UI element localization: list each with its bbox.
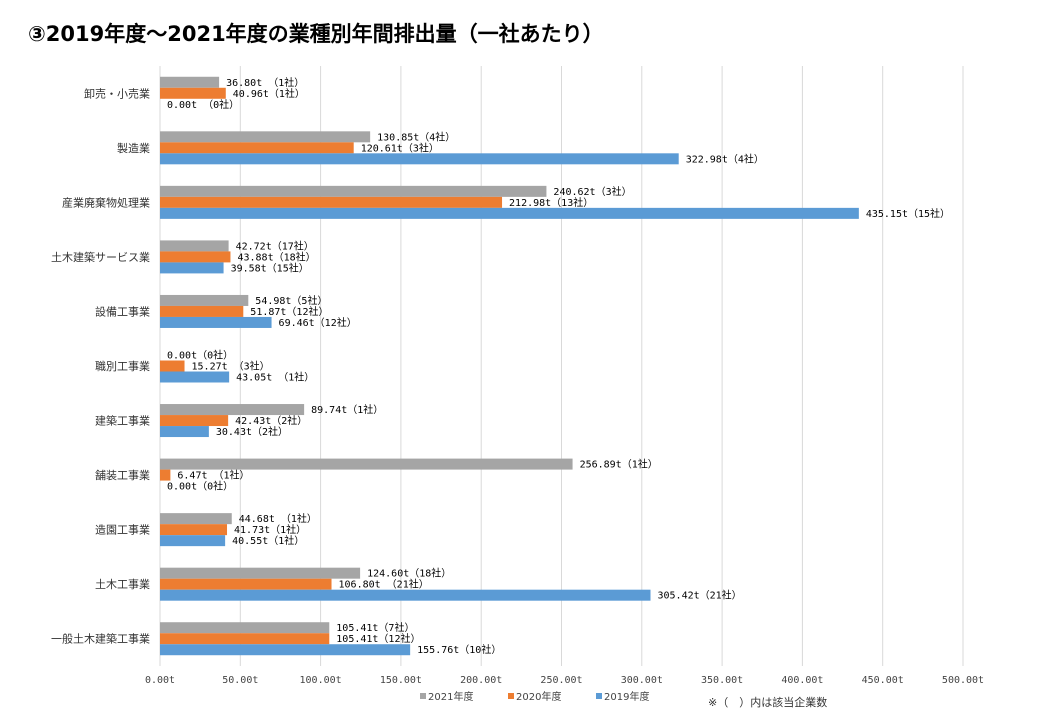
x-tick-label: 450.00t (862, 675, 904, 686)
data-label: 0.00t （0社） (167, 98, 239, 111)
data-label: 89.74t（1社） (311, 403, 383, 416)
data-label: 15.27t （3社） (192, 360, 270, 373)
bar (160, 262, 224, 274)
data-label: 43.05t （1社） (236, 371, 314, 384)
x-tick-label: 100.00t (300, 675, 342, 686)
bar (160, 207, 859, 219)
data-label: 43.88t（18社） (237, 250, 315, 263)
bar (160, 524, 228, 536)
data-label: 124.60t（18社） (367, 567, 451, 580)
x-tick-label: 0.00t (145, 675, 175, 686)
data-label: 322.98t（4社） (686, 152, 764, 165)
data-label: 6.47t （1社） (177, 469, 249, 482)
legend-label: 2019年度 (604, 690, 649, 703)
bar (160, 305, 244, 317)
data-label: 40.55t（1社） (232, 534, 304, 547)
data-label: 256.89t（1社） (580, 458, 658, 471)
legend-swatch (420, 693, 426, 699)
category-label: 建築工事業 (95, 414, 150, 428)
category-label: 設備工事業 (95, 304, 150, 318)
bar (160, 240, 229, 252)
bar (160, 644, 411, 656)
bar (160, 360, 185, 372)
data-label: 42.43t（2社） (235, 414, 307, 427)
category-label: 舗装工事業 (95, 468, 150, 482)
data-label: 30.43t（2社） (216, 425, 288, 438)
bar (160, 622, 330, 634)
category-label: 卸売・小売業 (84, 86, 150, 100)
x-tick-label: 300.00t (621, 675, 663, 686)
data-label: 39.58t（15社） (231, 261, 309, 274)
data-label: 44.68t （1社） (239, 512, 317, 525)
data-label: 435.15t（15社） (866, 207, 950, 220)
bar (160, 153, 679, 165)
category-label: 職別工事業 (95, 360, 150, 373)
category-label: 土木工事業 (95, 578, 150, 591)
bar (160, 76, 220, 88)
data-label: 212.98t（13社） (509, 196, 593, 209)
bar (160, 316, 272, 328)
x-tick-label: 400.00t (781, 675, 823, 686)
x-tick-label: 200.00t (460, 675, 502, 686)
data-label: 120.61t（3社） (361, 141, 439, 154)
data-label: 105.41t（7社） (336, 621, 414, 634)
category-label: 産業廃棄物処理業 (62, 195, 150, 209)
bar (160, 415, 229, 427)
data-label: 130.85t（4社） (377, 130, 455, 143)
data-label: 0.00t（0社） (167, 349, 233, 362)
data-label: 106.80t （21社） (339, 578, 429, 591)
bar (160, 469, 171, 481)
bar (160, 196, 503, 208)
company-count-note: ※（ ）内は該当企業数 (708, 696, 828, 709)
x-tick-label: 350.00t (701, 675, 743, 686)
legend-label: 2021年度 (428, 690, 473, 703)
category-label: 造園工事業 (95, 523, 150, 537)
legend-swatch (596, 693, 602, 699)
bar (160, 535, 226, 547)
data-label: 42.72t（17社） (236, 239, 314, 252)
data-label: 40.96t（1社） (233, 87, 305, 100)
bar (160, 404, 305, 416)
data-label: 51.87t（12社） (250, 305, 328, 318)
bar (160, 251, 231, 263)
bar (160, 589, 651, 601)
data-label: 105.41t（12社） (336, 632, 420, 645)
category-label: 製造業 (117, 141, 150, 155)
data-label: 155.76t（10社） (417, 643, 501, 656)
bar (160, 458, 573, 470)
bar (160, 633, 330, 645)
bar (160, 294, 249, 306)
legend-label: 2020年度 (516, 690, 561, 703)
data-label: 69.46t（12社） (279, 316, 357, 329)
bar (160, 87, 226, 99)
x-tick-label: 250.00t (540, 675, 582, 686)
bar (160, 567, 361, 579)
legend-swatch (508, 693, 514, 699)
bar (160, 185, 547, 197)
data-label: 54.98t（5社） (255, 294, 327, 307)
bar (160, 131, 371, 143)
bar (160, 142, 354, 154)
data-label: 240.62t（3社） (553, 185, 631, 198)
bar (160, 513, 232, 525)
category-label: 土木建築サービス業 (51, 250, 150, 264)
bar (160, 426, 209, 438)
bar (160, 371, 230, 383)
bar (160, 578, 332, 590)
x-tick-label: 500.00t (942, 675, 984, 686)
data-label: 305.42t（21社） (658, 589, 742, 602)
data-label: 0.00t（0社） (167, 480, 233, 493)
x-tick-label: 50.00t (222, 675, 258, 686)
chart-title: ③2019年度～2021年度の業種別年間排出量（一社あたり） (28, 22, 604, 46)
category-label: 一般土木建築工事業 (51, 632, 150, 646)
data-label: 41.73t（1社） (234, 523, 306, 536)
x-tick-label: 150.00t (380, 675, 422, 686)
data-label: 36.80t （1社） (226, 76, 304, 89)
